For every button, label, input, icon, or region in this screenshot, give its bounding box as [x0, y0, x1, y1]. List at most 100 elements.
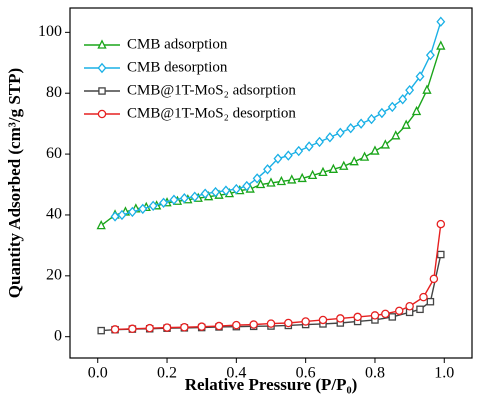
marker	[436, 40, 446, 50]
marker	[127, 206, 137, 218]
marker	[294, 145, 304, 157]
marker	[96, 219, 106, 230]
y-axis-title: Quantity Adsorbed (cm³/g STP)	[5, 68, 24, 298]
marker	[318, 315, 328, 325]
marker	[328, 163, 339, 173]
series-line	[115, 223, 442, 331]
legend-marker	[98, 87, 106, 95]
marker	[335, 127, 345, 138]
marker	[367, 113, 376, 125]
marker	[388, 313, 397, 321]
legend-marker	[97, 39, 107, 49]
marker	[159, 197, 169, 208]
y-tick-label: 40	[46, 206, 62, 223]
marker	[346, 123, 356, 134]
marker	[273, 153, 283, 164]
plot-frame	[69, 7, 473, 359]
legend-text: CMB adsorption	[127, 36, 228, 52]
marker	[128, 324, 137, 334]
marker	[426, 297, 435, 306]
marker	[325, 132, 335, 143]
x-tick-label: 0.4	[226, 365, 246, 382]
marker	[287, 174, 297, 184]
marker	[169, 194, 179, 205]
marker	[370, 311, 380, 320]
marker	[422, 84, 432, 94]
marker	[307, 169, 318, 180]
marker	[304, 141, 314, 152]
y-tick-label: 0	[54, 327, 62, 344]
x-tick-label: 0.2	[157, 365, 177, 382]
marker	[110, 211, 120, 222]
marker	[336, 314, 345, 323]
x-tick-label: 0.6	[296, 365, 316, 382]
marker	[180, 323, 189, 332]
marker	[263, 164, 272, 175]
marker	[231, 183, 241, 195]
marker	[148, 200, 158, 212]
marker	[249, 320, 258, 329]
marker	[138, 203, 148, 215]
marker	[252, 173, 262, 184]
marker	[284, 318, 293, 328]
x-tick-label: 0.8	[365, 365, 385, 382]
x-tick-label: 1.0	[434, 365, 454, 382]
marker	[387, 101, 397, 113]
marker	[405, 84, 415, 96]
x-tick-label: 0.0	[88, 365, 108, 382]
marker	[429, 274, 439, 284]
marker	[276, 175, 287, 186]
marker	[117, 209, 127, 221]
marker	[398, 94, 408, 105]
marker	[359, 151, 370, 161]
marker	[377, 107, 387, 119]
marker	[197, 322, 206, 331]
y-tick-label: 20	[46, 266, 62, 283]
marker	[436, 16, 446, 27]
marker	[179, 193, 189, 204]
marker	[416, 305, 424, 314]
legend-text: CMB@1T-MoS₂ desorption	[127, 105, 296, 121]
marker	[411, 105, 422, 116]
marker	[162, 323, 172, 332]
marker	[381, 309, 390, 319]
marker	[391, 130, 401, 140]
marker	[297, 172, 307, 183]
marker	[190, 191, 200, 202]
marker	[283, 150, 293, 161]
marker	[415, 71, 425, 82]
marker	[353, 312, 362, 322]
legend-marker	[97, 109, 107, 119]
marker	[97, 326, 105, 335]
marker	[315, 136, 324, 148]
marker	[339, 160, 349, 170]
marker	[232, 320, 241, 330]
legend-text: CMB@1T-MoS₂ adsorption	[127, 82, 296, 98]
marker	[242, 180, 252, 192]
marker	[200, 188, 210, 199]
legend-marker	[97, 62, 107, 74]
marker	[401, 119, 411, 129]
marker	[266, 319, 276, 328]
y-tick-label: 60	[46, 145, 62, 162]
x-axis-title: Relative Pressure (P/P₀)	[185, 375, 358, 394]
marker	[437, 250, 445, 259]
marker	[425, 49, 435, 61]
marker	[301, 317, 310, 326]
marker	[110, 325, 120, 334]
marker	[349, 156, 359, 166]
marker	[266, 177, 276, 187]
marker	[214, 321, 224, 331]
marker	[211, 186, 221, 198]
marker	[436, 219, 446, 229]
marker	[394, 306, 404, 316]
marker	[419, 292, 428, 302]
marker	[221, 185, 231, 196]
y-tick-label: 100	[38, 23, 62, 40]
marker	[370, 145, 380, 155]
marker	[145, 323, 154, 333]
marker	[255, 178, 266, 189]
marker	[356, 118, 366, 129]
marker	[380, 139, 391, 149]
